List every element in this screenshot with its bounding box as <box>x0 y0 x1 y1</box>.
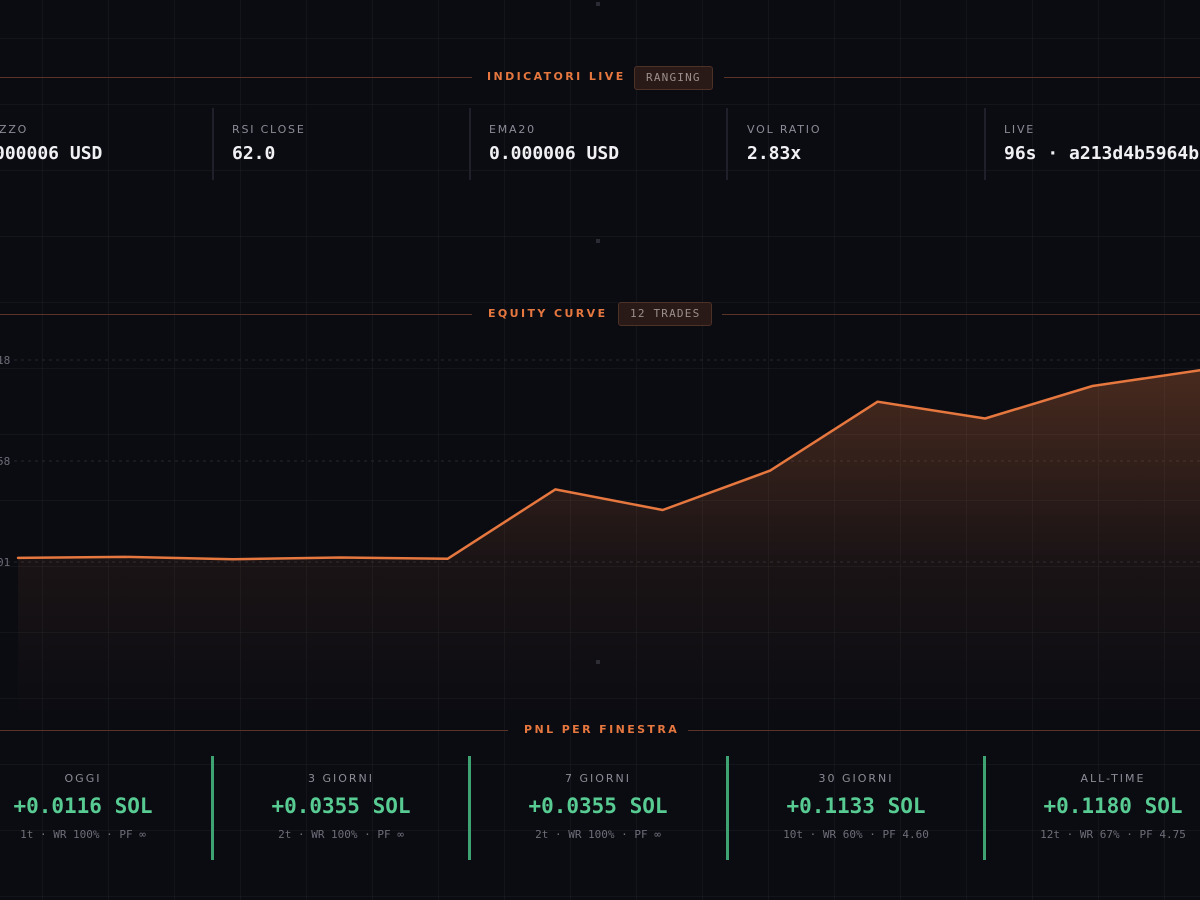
pnl-window-3-days: 3 GIORNI +0.0355 SOL 2t · WR 100% · PF ∞ <box>221 756 461 860</box>
pnl-window-accent-bar <box>726 756 729 860</box>
pnl-window-label: ALL-TIME <box>1080 772 1146 785</box>
pnl-window-accent-bar <box>983 756 986 860</box>
equity-chart: 18 58 01 <box>0 345 1200 715</box>
pnl-window-stats: 2t · WR 100% · PF ∞ <box>278 828 404 841</box>
equity-data-point <box>446 557 450 561</box>
market-regime-badge: RANGING <box>634 66 713 90</box>
indicator-separator <box>469 108 471 180</box>
pnl-window-today: OGGI +0.0116 SOL 1t · WR 100% · PF ∞ <box>0 756 203 860</box>
y-tick-label: 01 <box>0 556 10 569</box>
grid-dot <box>596 239 600 243</box>
indicator-separator <box>212 108 214 180</box>
indicators-section-header: INDICATORI LIVE RANGING <box>0 65 1200 91</box>
indicator-label: RSI CLOSE <box>232 123 306 136</box>
indicators-section-title: INDICATORI LIVE <box>487 70 626 83</box>
section-divider-line <box>0 314 472 315</box>
pnl-window-label: 30 GIORNI <box>818 772 894 785</box>
pnl-window-value: +0.1133 SOL <box>786 794 926 818</box>
indicator-value: 96s · a213d4b5964b <box>1004 143 1200 164</box>
equity-chart-svg: 18 58 01 <box>0 354 1200 715</box>
trades-count-badge: 12 TRADES <box>618 302 713 326</box>
pnl-section-title: PNL PER FINESTRA <box>524 723 680 736</box>
pnl-window-label: 7 GIORNI <box>564 772 632 785</box>
indicator-value: 2.83x <box>747 143 802 164</box>
equity-data-point <box>231 557 235 561</box>
pnl-window-value: +0.1180 SOL <box>1043 794 1183 818</box>
indicator-separator <box>984 108 986 180</box>
equity-data-point <box>338 556 342 560</box>
section-divider-line <box>722 314 1200 315</box>
equity-data-point <box>983 417 987 421</box>
pnl-window-label: 3 GIORNI <box>307 772 375 785</box>
equity-section-header: EQUITY CURVE 12 TRADES <box>0 302 1200 328</box>
pnl-window-value: +0.0116 SOL <box>13 794 153 818</box>
indicator-label: VOL RATIO <box>747 123 822 136</box>
pnl-window-label: OGGI <box>64 772 102 785</box>
pnl-window-30-days: 30 GIORNI +0.1133 SOL 10t · WR 60% · PF … <box>736 756 976 860</box>
pnl-window-stats: 10t · WR 60% · PF 4.60 <box>783 828 929 841</box>
equity-data-point <box>661 508 665 512</box>
y-tick-label: 58 <box>0 455 10 468</box>
indicator-label: ZZO <box>0 123 29 136</box>
indicator-separator <box>726 108 728 180</box>
equity-data-point <box>553 487 557 491</box>
equity-area-fill <box>18 370 1200 715</box>
indicator-ema20: EMA20 0.000006 USD <box>471 108 726 180</box>
equity-series-line <box>16 368 1200 561</box>
pnl-section-header: PNL PER FINESTRA <box>0 718 1200 744</box>
equity-data-point <box>124 555 128 559</box>
equity-data-point <box>16 556 20 560</box>
equity-data-point <box>1091 384 1095 388</box>
pnl-windows-row: OGGI +0.0116 SOL 1t · WR 100% · PF ∞ 3 G… <box>0 756 1200 860</box>
section-divider-line <box>724 77 1200 78</box>
section-divider-line <box>0 730 508 731</box>
indicator-value: 0.000006 USD <box>489 143 620 164</box>
pnl-window-stats: 12t · WR 67% · PF 4.75 <box>1040 828 1186 841</box>
indicator-price: ZZO 000006 USD <box>0 108 212 180</box>
equity-data-point <box>876 400 880 404</box>
pnl-window-all-time: ALL-TIME +0.1180 SOL 12t · WR 67% · PF 4… <box>993 756 1200 860</box>
pnl-window-value: +0.0355 SOL <box>528 794 668 818</box>
equity-data-point <box>768 469 772 473</box>
pnl-window-stats: 2t · WR 100% · PF ∞ <box>535 828 661 841</box>
indicators-row: ZZO 000006 USD RSI CLOSE 62.0 EMA20 0.00… <box>0 108 1200 180</box>
indicator-label: EMA20 <box>489 123 536 136</box>
pnl-window-7-days: 7 GIORNI +0.0355 SOL 2t · WR 100% · PF ∞ <box>478 756 718 860</box>
grid-dot <box>596 2 600 6</box>
section-divider-line <box>688 730 1200 731</box>
indicator-label: LIVE <box>1004 123 1036 136</box>
indicator-live: LIVE 96s · a213d4b5964b <box>986 108 1200 180</box>
pnl-window-accent-bar <box>211 756 214 860</box>
equity-section-title: EQUITY CURVE <box>488 307 608 320</box>
pnl-window-value: +0.0355 SOL <box>271 794 411 818</box>
indicator-rsi-close: RSI CLOSE 62.0 <box>214 108 469 180</box>
y-tick-label: 18 <box>0 354 10 367</box>
indicator-value: 62.0 <box>232 143 276 164</box>
indicator-value: 000006 USD <box>0 143 103 164</box>
pnl-window-accent-bar <box>468 756 471 860</box>
indicator-vol-ratio: VOL RATIO 2.83x <box>728 108 984 180</box>
section-divider-line <box>0 77 472 78</box>
pnl-window-stats: 1t · WR 100% · PF ∞ <box>20 828 146 841</box>
